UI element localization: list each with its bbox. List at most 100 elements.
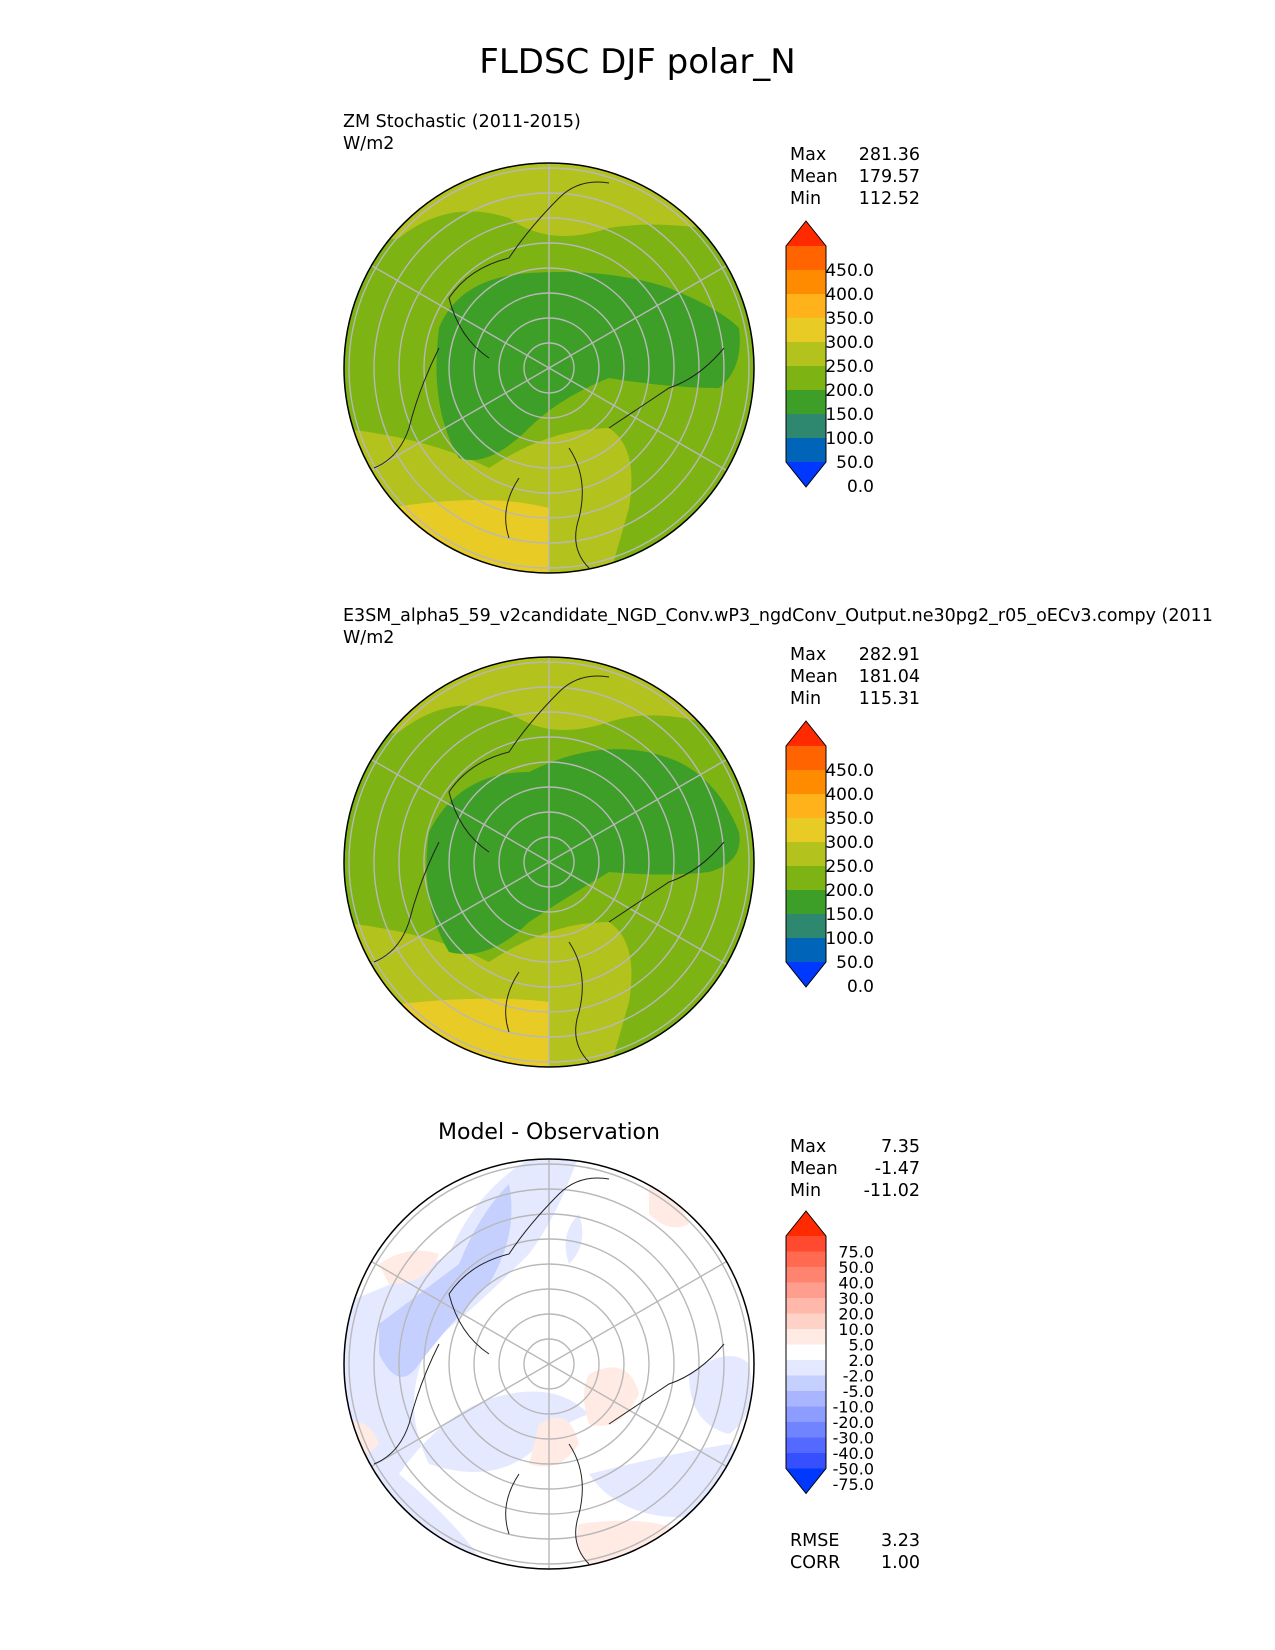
colorbar-segment xyxy=(786,294,826,319)
stat-max: 7.35 xyxy=(881,1137,920,1157)
colorbar-segment xyxy=(786,842,826,867)
panel-units: W/m2 xyxy=(343,628,395,648)
stat-mean-label: Mean xyxy=(790,1159,838,1179)
colorbar-tick-label: 0.0 xyxy=(847,977,874,997)
colorbar-segment xyxy=(786,246,826,271)
colorbar-tick-label: 20.0 xyxy=(838,1305,874,1324)
colorbar-tick-label: 300.0 xyxy=(825,333,874,353)
colorbar-tick-label: 300.0 xyxy=(825,833,874,853)
colorbar-segment xyxy=(786,1422,826,1438)
colorbar-segment xyxy=(786,1375,826,1392)
colorbar-segment xyxy=(786,746,826,771)
colorbar-segment xyxy=(786,438,826,463)
panel-title: E3SM_alpha5_59_v2candidate_NGD_Conv.wP3_… xyxy=(343,606,1213,626)
colorbar-segment xyxy=(786,1453,826,1469)
colorbar-segment xyxy=(786,318,826,343)
rmse-value: 3.23 xyxy=(881,1531,920,1551)
stat-max-label: Max xyxy=(790,645,827,665)
stat-min-label: Min xyxy=(790,1181,822,1201)
colorbar-tick-label: -30.0 xyxy=(833,1429,874,1448)
colorbar-segment xyxy=(786,366,826,391)
stats-box: Max 282.91 Mean 181.04 Min 115.31 xyxy=(790,644,920,710)
colorbar-tick-label: 350.0 xyxy=(825,809,874,829)
colorbar-tick-label: 50.0 xyxy=(838,1258,874,1277)
colorbar-segment xyxy=(786,1437,826,1454)
colorbar-tick-label: 75.0 xyxy=(838,1243,874,1262)
colorbar: 450.0 400.0 350.0 300.0 250.0 200.0 150.0 100.0… xyxy=(785,720,874,997)
polar-map xyxy=(343,162,755,574)
stat-max: 281.36 xyxy=(858,145,920,165)
colorbar-tick-label: 400.0 xyxy=(825,285,874,305)
colorbar-tick-label: 30.0 xyxy=(838,1289,874,1308)
stats-box: Max 281.36 Mean 179.57 Min 112.52 xyxy=(790,144,920,210)
stat-mean: 181.04 xyxy=(858,667,920,687)
colorbar-tick-label: -40.0 xyxy=(833,1444,874,1463)
stat-min-label: Min xyxy=(790,189,822,209)
polar-map xyxy=(343,1158,755,1570)
colorbar-tick-label: 100.0 xyxy=(825,429,874,449)
colorbar: 450.0 400.0 350.0 300.0 250.0 200.0 150.0 100.0… xyxy=(785,220,874,497)
colorbar-tick-label: -10.0 xyxy=(833,1398,874,1417)
stat-mean: 179.57 xyxy=(858,167,920,187)
colorbar-extend-min xyxy=(786,1468,826,1494)
colorbar-segment xyxy=(786,1329,826,1345)
colorbar-tick-label: 200.0 xyxy=(825,381,874,401)
colorbar: 75.050.040.030.020.010.05.02.0-2.0-5.0-1… xyxy=(785,1210,874,1495)
stat-max: 282.91 xyxy=(858,645,920,665)
colorbar-tick-label: 200.0 xyxy=(825,881,874,901)
colorbar-segment xyxy=(786,914,826,939)
stat-max-label: Max xyxy=(790,1137,827,1157)
colorbar-segment xyxy=(786,270,826,295)
colorbar-segment xyxy=(786,770,826,795)
corr-label: CORR xyxy=(790,1553,841,1573)
colorbar-segment xyxy=(786,1251,826,1268)
figure-title: FLDSC DJF polar_N xyxy=(479,42,796,82)
colorbar-segment xyxy=(786,938,826,963)
stat-min-label: Min xyxy=(790,689,822,709)
stat-max-label: Max xyxy=(790,145,827,165)
colorbar-segment xyxy=(786,1298,826,1314)
colorbar-segment xyxy=(786,1406,826,1423)
colorbar-extend-max xyxy=(786,221,826,246)
colorbar-outline xyxy=(785,220,827,488)
colorbar-tick-label: 40.0 xyxy=(838,1274,874,1293)
panel-title: ZM Stochastic (2011-2015) xyxy=(343,112,581,132)
stat-min: 112.52 xyxy=(858,189,920,209)
colorbar-outline xyxy=(785,1210,827,1495)
stat-mean: -1.47 xyxy=(874,1159,920,1179)
colorbar-tick-label: 0.0 xyxy=(847,477,874,497)
colorbar-tick-label: 400.0 xyxy=(825,785,874,805)
colorbar-tick-label: 150.0 xyxy=(825,405,874,425)
colorbar-segment xyxy=(786,1282,826,1299)
panel-units: W/m2 xyxy=(343,134,395,154)
corr-value: 1.00 xyxy=(881,1553,920,1573)
panel-title: Model - Observation xyxy=(438,1120,660,1145)
colorbar-segment xyxy=(786,1236,826,1252)
colorbar-tick-label: -75.0 xyxy=(833,1475,874,1494)
polar-map xyxy=(343,656,755,1068)
colorbar-segment xyxy=(786,1344,826,1361)
colorbar-tick-label: 450.0 xyxy=(825,761,874,781)
colorbar-tick-label: 450.0 xyxy=(825,261,874,281)
colorbar-segment xyxy=(786,1313,826,1330)
stat-mean-label: Mean xyxy=(790,167,838,187)
colorbar-segment xyxy=(786,342,826,367)
stat-mean-label: Mean xyxy=(790,667,838,687)
colorbar-extend-max xyxy=(786,721,826,746)
colorbar-tick-label: 250.0 xyxy=(825,357,874,377)
colorbar-tick-label: 10.0 xyxy=(838,1320,874,1339)
colorbar-segment xyxy=(786,1267,826,1283)
stats-box: Max 7.35 Mean -1.47 Min -11.02 xyxy=(790,1136,920,1202)
colorbar-segment xyxy=(786,866,826,891)
colorbar-segment xyxy=(786,390,826,415)
colorbar-tick-label: 5.0 xyxy=(849,1336,874,1355)
colorbar-tick-label: 50.0 xyxy=(836,953,874,973)
colorbar-extend-min xyxy=(786,962,826,987)
stat-min: -11.02 xyxy=(863,1181,920,1201)
colorbar-segment xyxy=(786,1391,826,1407)
colorbar-tick-label: 250.0 xyxy=(825,857,874,877)
colorbar-segment xyxy=(786,794,826,819)
rmse-corr-box: RMSE 3.23 CORR 1.00 xyxy=(790,1530,920,1574)
colorbar-segment xyxy=(786,414,826,439)
colorbar-extend-min xyxy=(786,462,826,487)
